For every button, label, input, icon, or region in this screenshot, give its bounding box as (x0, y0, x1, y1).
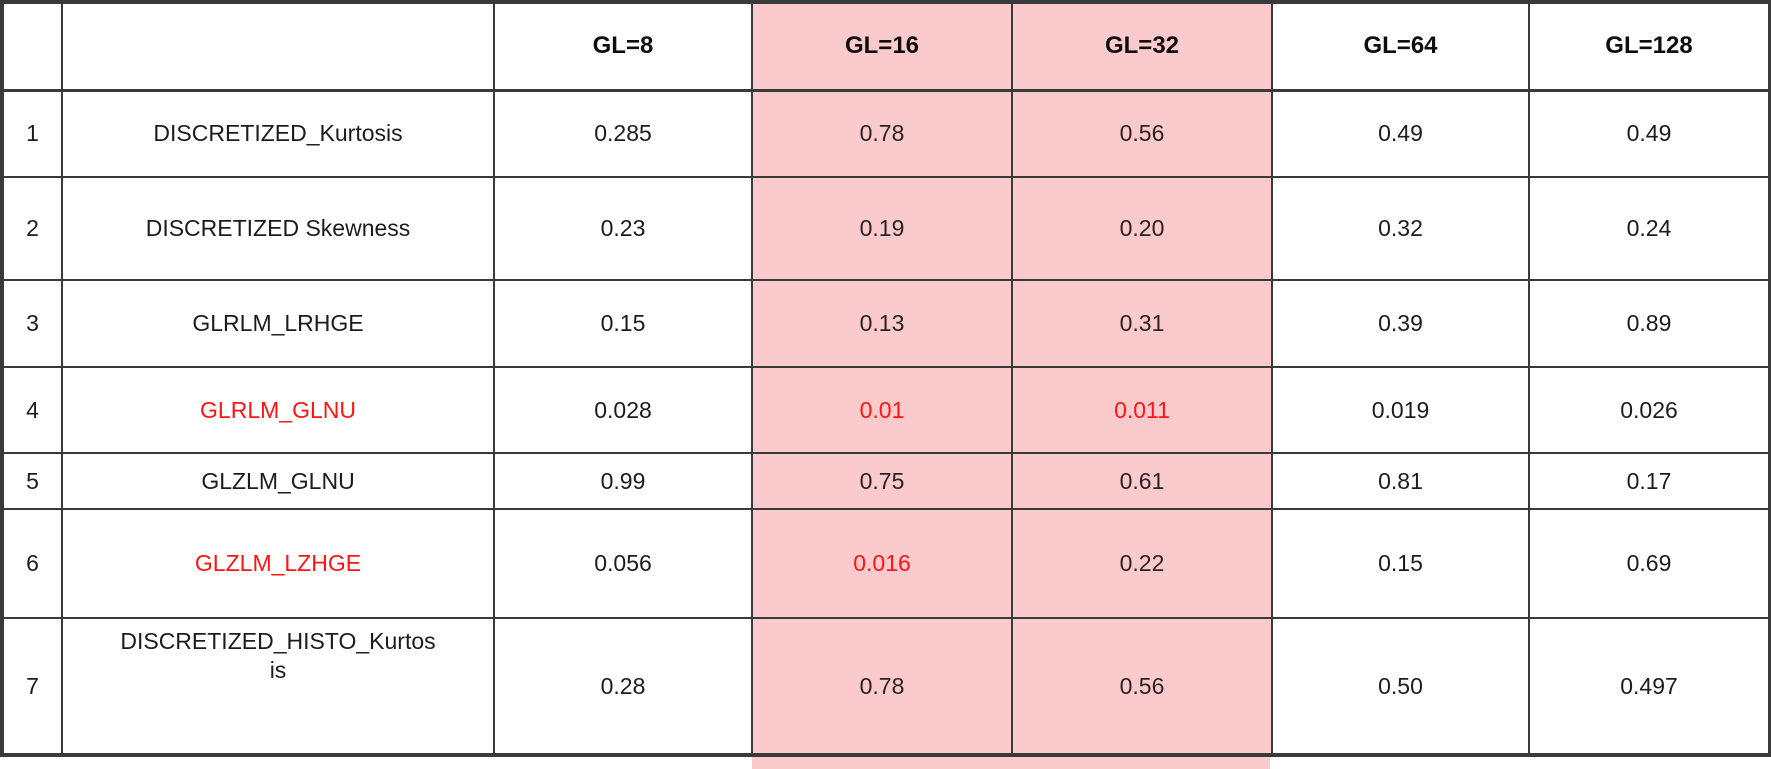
row-number-cell: 3 (1, 279, 63, 368)
value-cell-gl128: 0.497 (1528, 617, 1771, 756)
feature-name-cell: DISCRETIZED_HISTO_Kurtosis (61, 617, 495, 756)
value-cell-gl8: 0.23 (493, 176, 753, 281)
value-cell-gl128: 0.89 (1528, 279, 1771, 368)
row-number-cell: 5 (1, 452, 63, 510)
value-cell-gl32: 0.56 (1011, 617, 1273, 756)
value-cell-gl32: 0.22 (1011, 508, 1273, 619)
value-cell-gl16: 0.016 (751, 508, 1013, 619)
value-cell-gl64: 0.50 (1271, 617, 1530, 756)
row-number-cell: 6 (1, 508, 63, 619)
value-cell-gl16: 0.19 (751, 176, 1013, 281)
value-cell-gl128: 0.026 (1528, 366, 1771, 454)
feature-name-cell: GLZLM_GLNU (61, 452, 495, 510)
col-header-row-number (1, 1, 63, 92)
col-header-gl128: GL=128 (1528, 1, 1771, 92)
table-row: 7 DISCRETIZED_HISTO_Kurtosis 0.28 0.78 0.56 0… (1, 617, 1771, 756)
value-cell-gl32: 0.20 (1011, 176, 1273, 281)
col-header-gl32: GL=32 (1011, 1, 1273, 92)
feature-name-cell: GLZLM_LZHGE (61, 508, 495, 619)
value-cell-gl32: 0.56 (1011, 89, 1273, 178)
value-cell-gl16: 0.78 (751, 89, 1013, 178)
value-cell-gl64: 0.32 (1271, 176, 1530, 281)
feature-name-cell: GLRLM_LRHGE (61, 279, 495, 368)
value-cell-gl64: 0.15 (1271, 508, 1530, 619)
table-row: 2 DISCRETIZED Skewness 0.23 0.19 0.20 0.32 0.2… (1, 176, 1771, 281)
table-row: 1 DISCRETIZED_Kurtosis 0.285 0.78 0.56 0.49 0.… (1, 89, 1771, 178)
value-cell-gl64: 0.81 (1271, 452, 1530, 510)
value-cell-gl8: 0.056 (493, 508, 753, 619)
value-cell-gl8: 0.15 (493, 279, 753, 368)
feature-name-cell: GLRLM_GLNU (61, 366, 495, 454)
table-body: 1 DISCRETIZED_Kurtosis 0.285 0.78 0.56 0.49 0.… (1, 89, 1771, 756)
table-row: 6 GLZLM_LZHGE 0.056 0.016 0.22 0.15 0.69 (1, 508, 1771, 619)
col-header-gl8: GL=8 (493, 1, 753, 92)
value-cell-gl128: 0.69 (1528, 508, 1771, 619)
row-number-cell: 4 (1, 366, 63, 454)
table-row: 4 GLRLM_GLNU 0.028 0.01 0.011 0.019 0.026 (1, 366, 1771, 454)
value-cell-gl16: 0.78 (751, 617, 1013, 756)
table-row: 5 GLZLM_GLNU 0.99 0.75 0.61 0.81 0.17 (1, 452, 1771, 510)
value-cell-gl32: 0.61 (1011, 452, 1273, 510)
header-row: GL=8 GL=16 GL=32 GL=64 GL=128 (1, 1, 1771, 92)
value-cell-gl8: 0.99 (493, 452, 753, 510)
row-number-cell: 2 (1, 176, 63, 281)
value-cell-gl128: 0.49 (1528, 89, 1771, 178)
value-cell-gl128: 0.24 (1528, 176, 1771, 281)
value-cell-gl32: 0.011 (1011, 366, 1273, 454)
value-cell-gl16: 0.13 (751, 279, 1013, 368)
value-cell-gl128: 0.17 (1528, 452, 1771, 510)
value-cell-gl16: 0.01 (751, 366, 1013, 454)
col-header-gl16: GL=16 (751, 1, 1013, 92)
feature-name-cell: DISCRETIZED_Kurtosis (61, 89, 495, 178)
value-cell-gl32: 0.31 (1011, 279, 1273, 368)
row-number-cell: 7 (1, 617, 63, 756)
value-cell-gl8: 0.028 (493, 366, 753, 454)
row-number-cell: 1 (1, 89, 63, 178)
value-cell-gl16: 0.75 (751, 452, 1013, 510)
value-cell-gl8: 0.28 (493, 617, 753, 756)
feature-name-cell: DISCRETIZED Skewness (61, 176, 495, 281)
value-cell-gl64: 0.39 (1271, 279, 1530, 368)
value-cell-gl8: 0.285 (493, 89, 753, 178)
col-header-feature (61, 1, 495, 92)
col-header-gl64: GL=64 (1271, 1, 1530, 92)
value-cell-gl64: 0.49 (1271, 89, 1530, 178)
table-row: 3 GLRLM_LRHGE 0.15 0.13 0.31 0.39 0.89 (1, 279, 1771, 368)
value-cell-gl64: 0.019 (1271, 366, 1530, 454)
